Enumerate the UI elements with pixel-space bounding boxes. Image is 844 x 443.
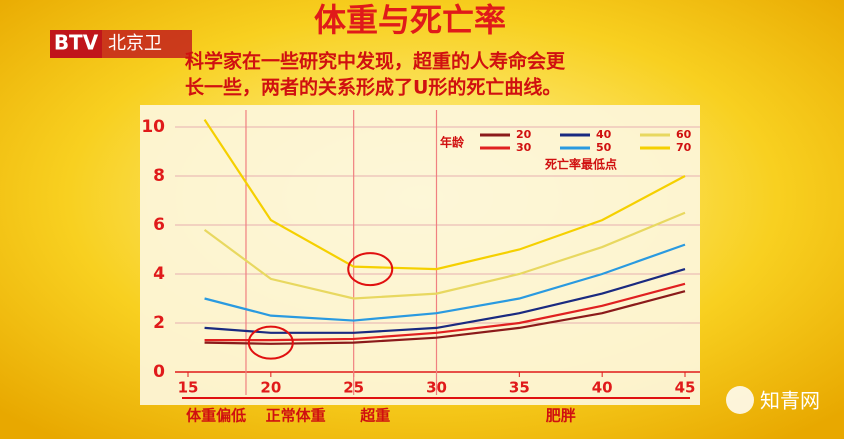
series-line [204,282,686,342]
legend-label: 30 [516,141,532,154]
watermark-icon [726,386,754,414]
legend-title: 年龄 [440,135,465,150]
series-line [204,290,686,345]
legend-label: 40 [596,128,612,141]
x-tick-label: 40 [592,379,613,397]
chart-title: 体重与死亡率 [314,1,506,39]
category-label: 肥胖 [546,407,576,425]
x-tick-label: 15 [178,379,199,397]
logo: BTV [54,31,99,55]
subtitle: 科学家在一些研究中发现，超重的人寿命会更 [185,50,566,73]
legend-label: 60 [676,128,692,141]
category-label: 体重偏低 [186,407,246,425]
x-tick-label: 45 [675,379,696,397]
x-tick-label: 20 [260,379,281,397]
chart-panel [140,105,700,405]
channel-name: 北京卫 [108,33,162,54]
y-tick-label: 10 [141,117,165,137]
subtitle: 长一些，两者的关系形成了U形的死亡曲线。 [185,76,561,99]
legend-label: 50 [596,141,612,154]
logo-box [50,30,102,58]
y-tick-label: 2 [153,313,165,333]
category-label: 超重 [359,407,390,425]
minimum-label: 死亡率最低点 [545,157,617,172]
legend-label: 70 [676,141,692,154]
minimum-marker [247,325,294,360]
channel-box [102,30,192,58]
watermark: 知青网 [760,389,820,413]
y-tick-label: 0 [153,362,165,382]
minimum-marker [347,252,394,287]
legend-label: 20 [516,128,532,141]
y-tick-label: 8 [153,166,165,186]
series-line [204,268,686,334]
series-line [203,119,686,271]
category-label: 正常体重 [266,407,326,425]
series-line [204,243,686,322]
y-tick-label: 4 [153,264,165,284]
series-line [203,211,686,300]
y-tick-label: 6 [153,215,165,235]
x-tick-label: 35 [509,379,530,397]
